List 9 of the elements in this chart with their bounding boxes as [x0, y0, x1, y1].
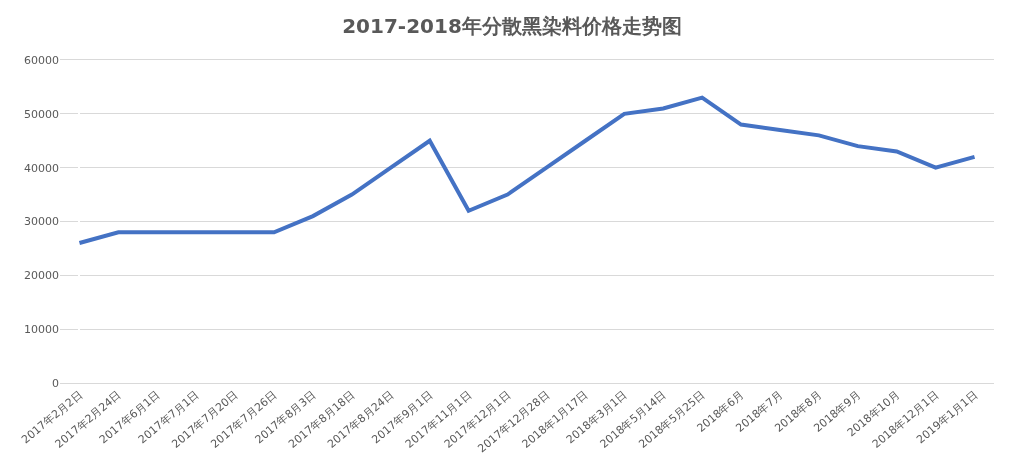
y-tick-label: 60000	[24, 53, 59, 67]
y-tick-label: 50000	[24, 107, 59, 121]
y-tick-label: 40000	[24, 161, 59, 175]
line-series	[77, 95, 977, 246]
chart-title: 2017-2018年分散黑染料价格走势图	[342, 13, 682, 38]
y-tick-label: 10000	[24, 323, 59, 337]
y-tick-label: 20000	[24, 269, 59, 283]
y-tick-label: 30000	[24, 215, 59, 229]
y-tick-label: 0	[52, 376, 59, 390]
